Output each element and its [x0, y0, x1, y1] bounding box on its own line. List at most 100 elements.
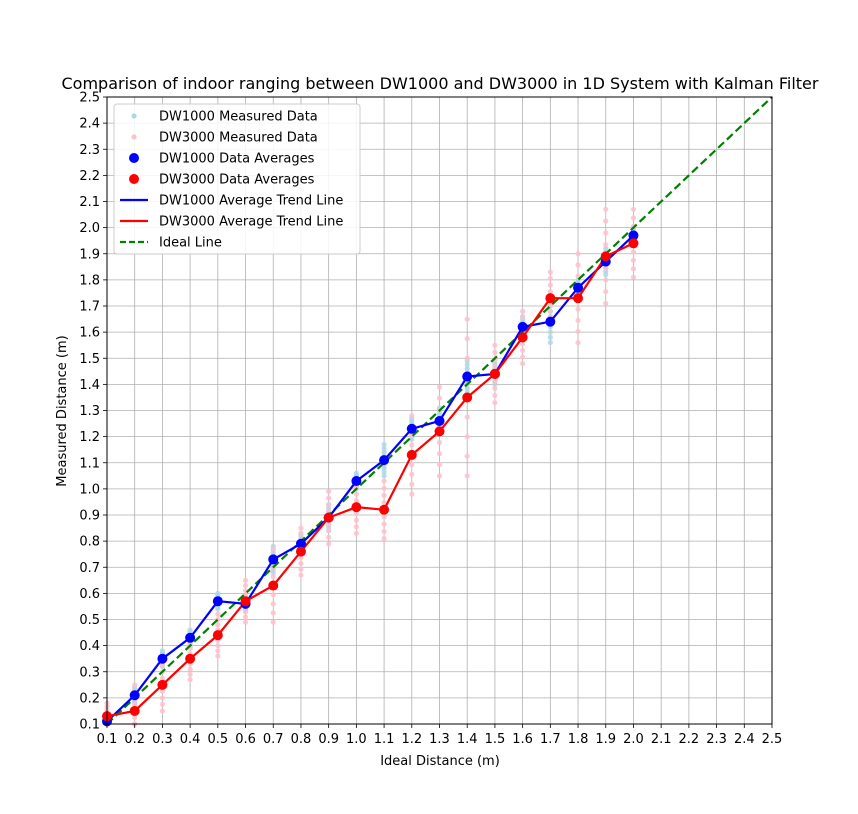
dw1000-measured-data-point: [215, 590, 221, 596]
dw3000-data-averages-point: [545, 293, 556, 304]
dw3000-measured-data-point: [298, 572, 304, 578]
dw3000-measured-data-point: [326, 488, 332, 495]
dw3000-data-averages-point: [406, 449, 417, 460]
dw3000-measured-data-point: [520, 341, 526, 347]
dw3000-measured-data-point: [242, 619, 249, 625]
dw3000-measured-data-point: [270, 592, 276, 598]
x-tick-label: 0.4: [180, 732, 201, 747]
y-tick-label: 1.1: [79, 456, 100, 471]
dw3000-measured-data-point: [298, 566, 304, 572]
dw3000-data-averages-point: [434, 426, 445, 437]
dw1000-measured-data-point: [547, 329, 553, 335]
dw3000-measured-data-point: [381, 485, 387, 491]
dw1000-data-averages-point: [185, 632, 196, 643]
dw3000-data-averages-point: [157, 679, 168, 690]
dw3000-measured-data-point: [492, 349, 498, 355]
dw1000-data-averages-point: [406, 423, 417, 434]
y-tick-label: 1.9: [79, 247, 100, 262]
dw3000-measured-data-point: [270, 601, 276, 607]
y-tick-label: 2.1: [79, 195, 100, 210]
dw1000-measured-data-point: [464, 366, 470, 372]
dw3000-measured-data-legend-label: DW3000 Measured Data: [159, 131, 318, 146]
dw1000-measured-data-point: [381, 469, 387, 475]
y-tick-label: 0.4: [79, 639, 100, 654]
dw3000-data-averages-point: [517, 332, 528, 343]
dw3000-data-averages-point: [573, 293, 584, 304]
y-tick-label: 0.3: [79, 665, 100, 680]
dw3000-measured-data-point: [630, 274, 637, 280]
dw3000-measured-data-point: [409, 491, 415, 497]
dw3000-measured-data-point: [132, 682, 138, 688]
dw3000-data-averages-point: [212, 630, 223, 641]
dw1000-data-averages-point: [129, 690, 140, 701]
dw3000-data-averages-point: [379, 504, 390, 515]
x-tick-label: 1.5: [485, 732, 506, 747]
x-tick-label: 2.5: [762, 732, 783, 747]
dw3000-measured-data-point: [520, 354, 526, 360]
dw3000-measured-data-point: [326, 495, 332, 501]
dw3000-measured-data-point: [326, 534, 332, 540]
dw3000-measured-data-point: [520, 308, 526, 314]
dw1000-data-averages-point: [517, 321, 528, 332]
dw3000-measured-data-point: [436, 384, 443, 390]
dw3000-data-averages-point: [351, 502, 362, 513]
y-tick-label: 2.0: [79, 221, 100, 236]
dw3000-measured-data-point: [492, 392, 498, 399]
x-tick-label: 0.2: [124, 732, 145, 747]
x-tick-label: 1.7: [540, 732, 561, 747]
dw3000-measured-data-point: [630, 257, 637, 263]
x-tick-label: 1.8: [568, 732, 589, 747]
dw3000-data-averages-point: [268, 580, 279, 591]
x-tick-label: 1.9: [595, 732, 616, 747]
dw3000-measured-data-point: [353, 530, 359, 536]
x-tick-label: 2.4: [734, 732, 755, 747]
dw1000-measured-data-point: [464, 362, 470, 368]
dw3000-measured-data-point: [159, 708, 166, 714]
dw3000-measured-data-point: [381, 478, 387, 484]
y-tick-label: 0.5: [79, 613, 100, 628]
dw3000-measured-data-point: [242, 609, 249, 615]
dw3000-data-averages-point: [489, 368, 500, 379]
dw1000-measured-data-point: [603, 245, 609, 252]
dw1000-data-averages-point: [379, 455, 390, 466]
dw3000-measured-data-point: [381, 521, 387, 527]
dw1000-measured-data-point: [381, 449, 387, 455]
chart-title: Comparison of indoor ranging between DW1…: [62, 74, 819, 93]
y-tick-label: 1.0: [79, 482, 100, 497]
y-tick-label: 2.2: [79, 169, 100, 184]
dw1000-data-averages-legend-marker: [129, 153, 139, 163]
dw3000-measured-data-point: [575, 317, 581, 323]
dw3000-measured-data-point: [520, 315, 526, 321]
dw1000-measured-data-legend-label: DW1000 Measured Data: [159, 110, 318, 125]
dw1000-data-averages-point: [462, 371, 473, 382]
dw3000-measured-data-point: [270, 573, 276, 579]
dw3000-measured-data-point: [298, 560, 304, 566]
x-tick-label: 2.2: [679, 732, 700, 747]
dw3000-measured-data-point: [603, 300, 609, 306]
dw3000-measured-data-point: [464, 355, 470, 361]
x-tick-label: 2.1: [651, 732, 672, 747]
dw1000-data-averages-point: [573, 282, 584, 293]
x-axis-label: Ideal Distance (m): [380, 754, 500, 769]
y-tick-label: 1.4: [79, 378, 100, 393]
dw3000-measured-data-point: [242, 582, 249, 589]
ideal-line: [106, 96, 773, 725]
dw3000-measured-data-point: [242, 614, 249, 620]
dw3000-measured-data-point: [547, 269, 553, 275]
y-tick-label: 0.9: [79, 509, 100, 524]
dw3000-measured-data-point: [353, 524, 359, 530]
dw3000-measured-data-point: [492, 400, 498, 406]
dw1000-data-averages-point: [545, 316, 556, 327]
y-tick-label: 0.1: [79, 718, 100, 733]
dw3000-measured-data-point: [159, 695, 166, 701]
dw3000-measured-data-point: [603, 277, 609, 283]
dw1000-measured-data-point: [381, 445, 387, 451]
dw3000-measured-data-point: [381, 499, 387, 506]
x-tick-label: 0.3: [152, 732, 173, 747]
dw3000-measured-data-point: [187, 666, 193, 672]
dw3000-measured-data-point: [575, 306, 581, 312]
dw3000-measured-data-point: [215, 648, 221, 654]
dw3000-measured-data-point: [464, 473, 470, 479]
dw3000-measured-data-point: [187, 671, 193, 677]
